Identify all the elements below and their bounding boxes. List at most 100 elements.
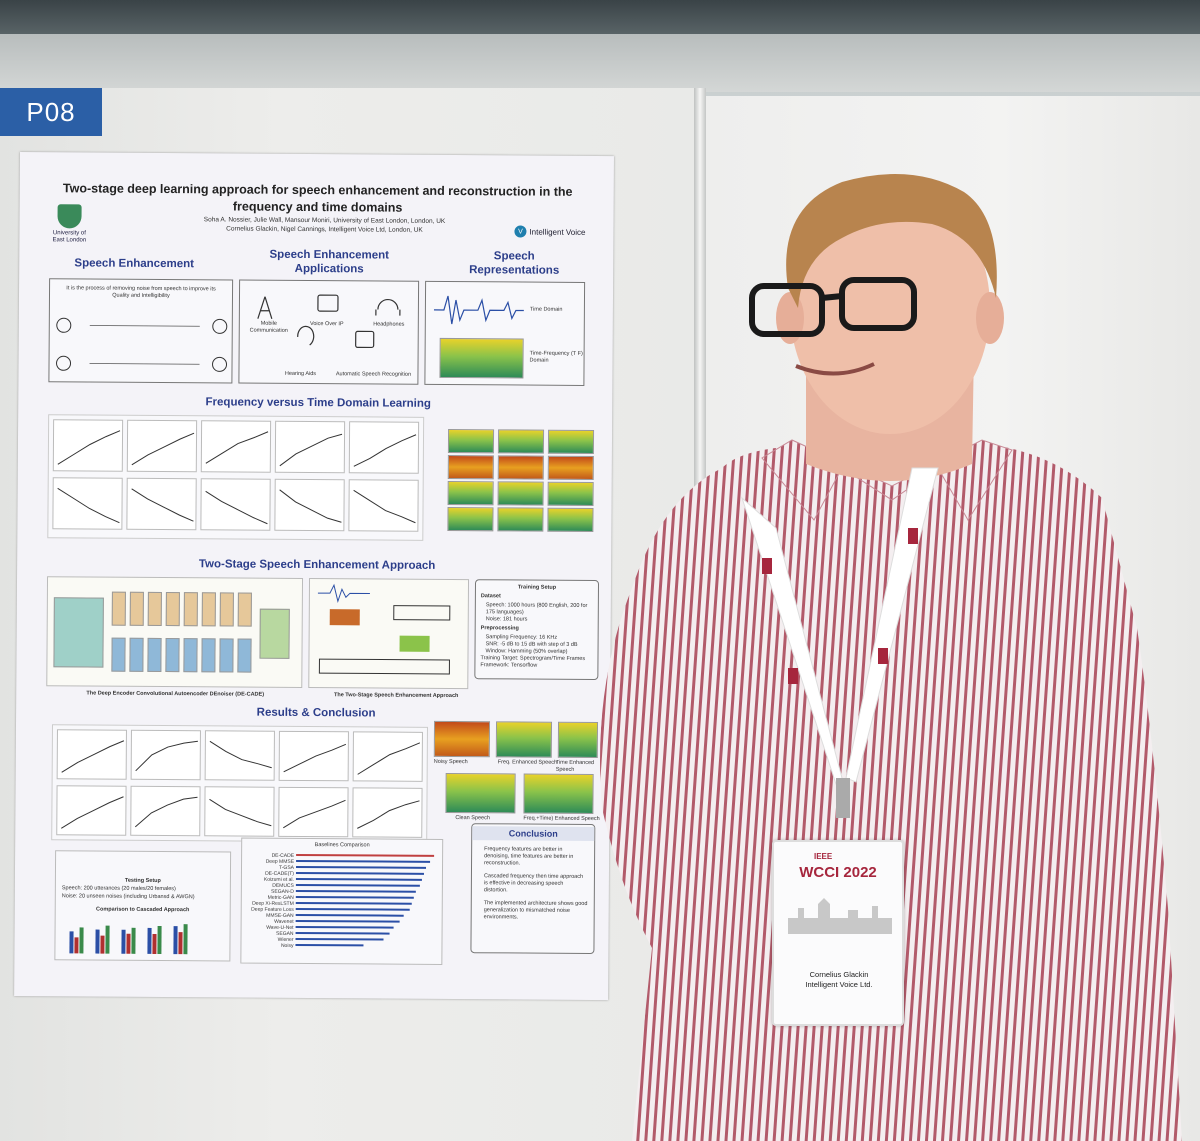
plot-csig-2 xyxy=(352,787,423,838)
hair xyxy=(786,174,997,308)
arch-dec-8 xyxy=(237,638,252,673)
waveform-plot xyxy=(433,295,524,325)
app-item-voip: Voice Over IP xyxy=(309,321,344,328)
caption-two-stage: The Two-Stage Speech Enhancement Approac… xyxy=(333,692,459,700)
research-poster: Two-stage deep learning approach for spe… xyxy=(14,152,614,1001)
heading-freq-vs-time: Frequency versus Time Domain Learning xyxy=(205,396,431,410)
results-plots xyxy=(51,724,428,843)
iv-logo-text: Intelligent Voice xyxy=(529,227,586,237)
result-spec-noisy xyxy=(433,720,491,758)
se-definition: It is the process of removing noise from… xyxy=(66,285,216,300)
spec-noise-3 xyxy=(547,455,594,481)
spec-time-2 xyxy=(497,507,544,532)
testing-line-1: Speech: 200 utterances (20 males/20 fema… xyxy=(61,885,176,893)
badge-event-title: WCCI 2022 xyxy=(799,864,877,881)
training-setup-title: Training Setup xyxy=(517,584,557,591)
app-item-mobile: Mobile Communication xyxy=(249,320,288,334)
spec-noise-1 xyxy=(447,454,494,480)
rep-label-time: Time Domain xyxy=(529,306,563,313)
badge-ieee-label: IEEE xyxy=(814,852,833,861)
plot-rfchannel-1 xyxy=(274,420,346,474)
result-spec-freqtime xyxy=(523,773,594,815)
spec-time-3 xyxy=(547,507,594,533)
application-icons xyxy=(257,294,401,349)
spectrogram-rep xyxy=(439,337,524,379)
plot-factory-2 xyxy=(126,477,197,531)
iv-badge-icon: V xyxy=(514,225,527,238)
spec-clean-1 xyxy=(447,428,495,454)
heading-conclusion: Conclusion xyxy=(472,826,595,842)
conclusion-box: Conclusion Frequency features are better… xyxy=(470,823,596,955)
plot-rfchannel-2 xyxy=(274,478,345,532)
arch-enc-2 xyxy=(129,591,144,626)
arch-dec-3 xyxy=(147,637,162,672)
arch-input-block xyxy=(53,597,104,668)
baseline-title: Baselines Comparison xyxy=(314,842,370,849)
badge-person: Cornelius Glackin Intelligent Voice Ltd. xyxy=(780,970,898,990)
app-item-headphones: Headphones xyxy=(373,321,405,328)
arch-enc-3 xyxy=(147,591,162,627)
uel-crest-icon xyxy=(57,204,82,229)
name-badge: IEEE WCCI 2022 Cornelius Glackin Intelli… xyxy=(772,840,904,1026)
app-item-asr: Automatic Speech Recognition xyxy=(335,371,412,378)
training-line-1: Dataset xyxy=(480,593,501,600)
uel-logo-text: University of East London xyxy=(52,230,87,244)
heading-speech-enhancement: Speech Enhancement xyxy=(74,257,195,271)
ceiling xyxy=(0,0,1200,36)
right-ear xyxy=(976,292,1004,344)
caption-de-cade: The Deep Encoder Convolutional Autoencod… xyxy=(86,690,265,698)
arch-enc-8 xyxy=(237,592,252,627)
plot-pesq-1 xyxy=(56,729,127,780)
baseline-bar-chart xyxy=(295,853,435,947)
poster-title: Two-stage deep learning approach for spe… xyxy=(62,181,573,215)
representations-box: Time Domain Time-Frequency (T F) Domain xyxy=(424,280,586,386)
applications-box: Mobile Communication Voice Over IP Headp… xyxy=(238,279,420,385)
head xyxy=(790,182,990,434)
spec-freq-2 xyxy=(497,481,544,506)
intelligent-voice-logo: V Intelligent Voice xyxy=(514,225,586,238)
uel-logo: University of East London xyxy=(49,204,89,252)
baseline-method: Noisy xyxy=(280,942,294,949)
freq-time-plots xyxy=(47,414,425,541)
comparison-bar-chart xyxy=(69,924,188,955)
plot-lsd-1 xyxy=(204,730,275,781)
testing-setup-title: Testing Setup xyxy=(124,877,161,885)
arch-dec-2 xyxy=(129,637,144,672)
testing-line-2: Noise: 20 unseen noises (including Urban… xyxy=(61,893,195,901)
board-top-frame xyxy=(0,34,1200,92)
plot-lsd-2 xyxy=(204,786,275,837)
spec-label-freqtime: Freq.+Time) Enhanced Speech xyxy=(523,815,600,823)
plot-engine-2 xyxy=(200,478,271,531)
arch-dec-6 xyxy=(201,638,216,673)
de-cade-architecture xyxy=(46,576,304,688)
plot-babble-2 xyxy=(52,477,123,530)
presenter-person xyxy=(600,174,1182,1141)
conclusion-point-1: Frequency features are better in denoisi… xyxy=(484,846,574,867)
arch-enc-7 xyxy=(219,592,234,627)
training-line-3: Noise: 181 hours xyxy=(485,616,528,623)
spec-label-noisy: Noisy Speech xyxy=(433,758,468,766)
heading-results: Results & Conclusion xyxy=(256,706,376,720)
heading-representations: Speech Representations xyxy=(469,250,560,277)
training-line-2: Speech: 1000 hours (800 English, 200 for… xyxy=(485,602,588,616)
padua-skyline-icon xyxy=(788,898,892,934)
arch-dec-7 xyxy=(219,638,234,673)
arch-enc-1 xyxy=(111,591,126,626)
plot-operating-2 xyxy=(348,479,419,532)
arch-enc-5 xyxy=(183,592,198,627)
two-stage-diagram xyxy=(308,578,470,690)
spec-label-freq: Freq. Enhanced Speech xyxy=(497,759,558,766)
training-line-9: Framework: Tensorflow xyxy=(480,662,538,669)
spec-label-clean: Clean Speech xyxy=(455,815,490,822)
badge-clip xyxy=(836,778,850,818)
lanyard-logos xyxy=(762,528,918,684)
spec-time-1 xyxy=(447,506,494,532)
spec-noise-2 xyxy=(497,455,544,480)
poster-authors: Soha A. Nossier, Julie Wall, Mansour Mon… xyxy=(159,215,489,235)
two-stage-flow xyxy=(317,583,451,675)
arch-enc-4 xyxy=(165,592,180,627)
heading-applications: Speech Enhancement Applications xyxy=(269,248,390,276)
training-line-4: Preprocessing xyxy=(480,625,519,632)
baseline-method-labels: DE-CADE Deep MMSE T-GSA DE-CADE(T) Koizu… xyxy=(245,853,294,949)
glasses xyxy=(749,277,917,337)
